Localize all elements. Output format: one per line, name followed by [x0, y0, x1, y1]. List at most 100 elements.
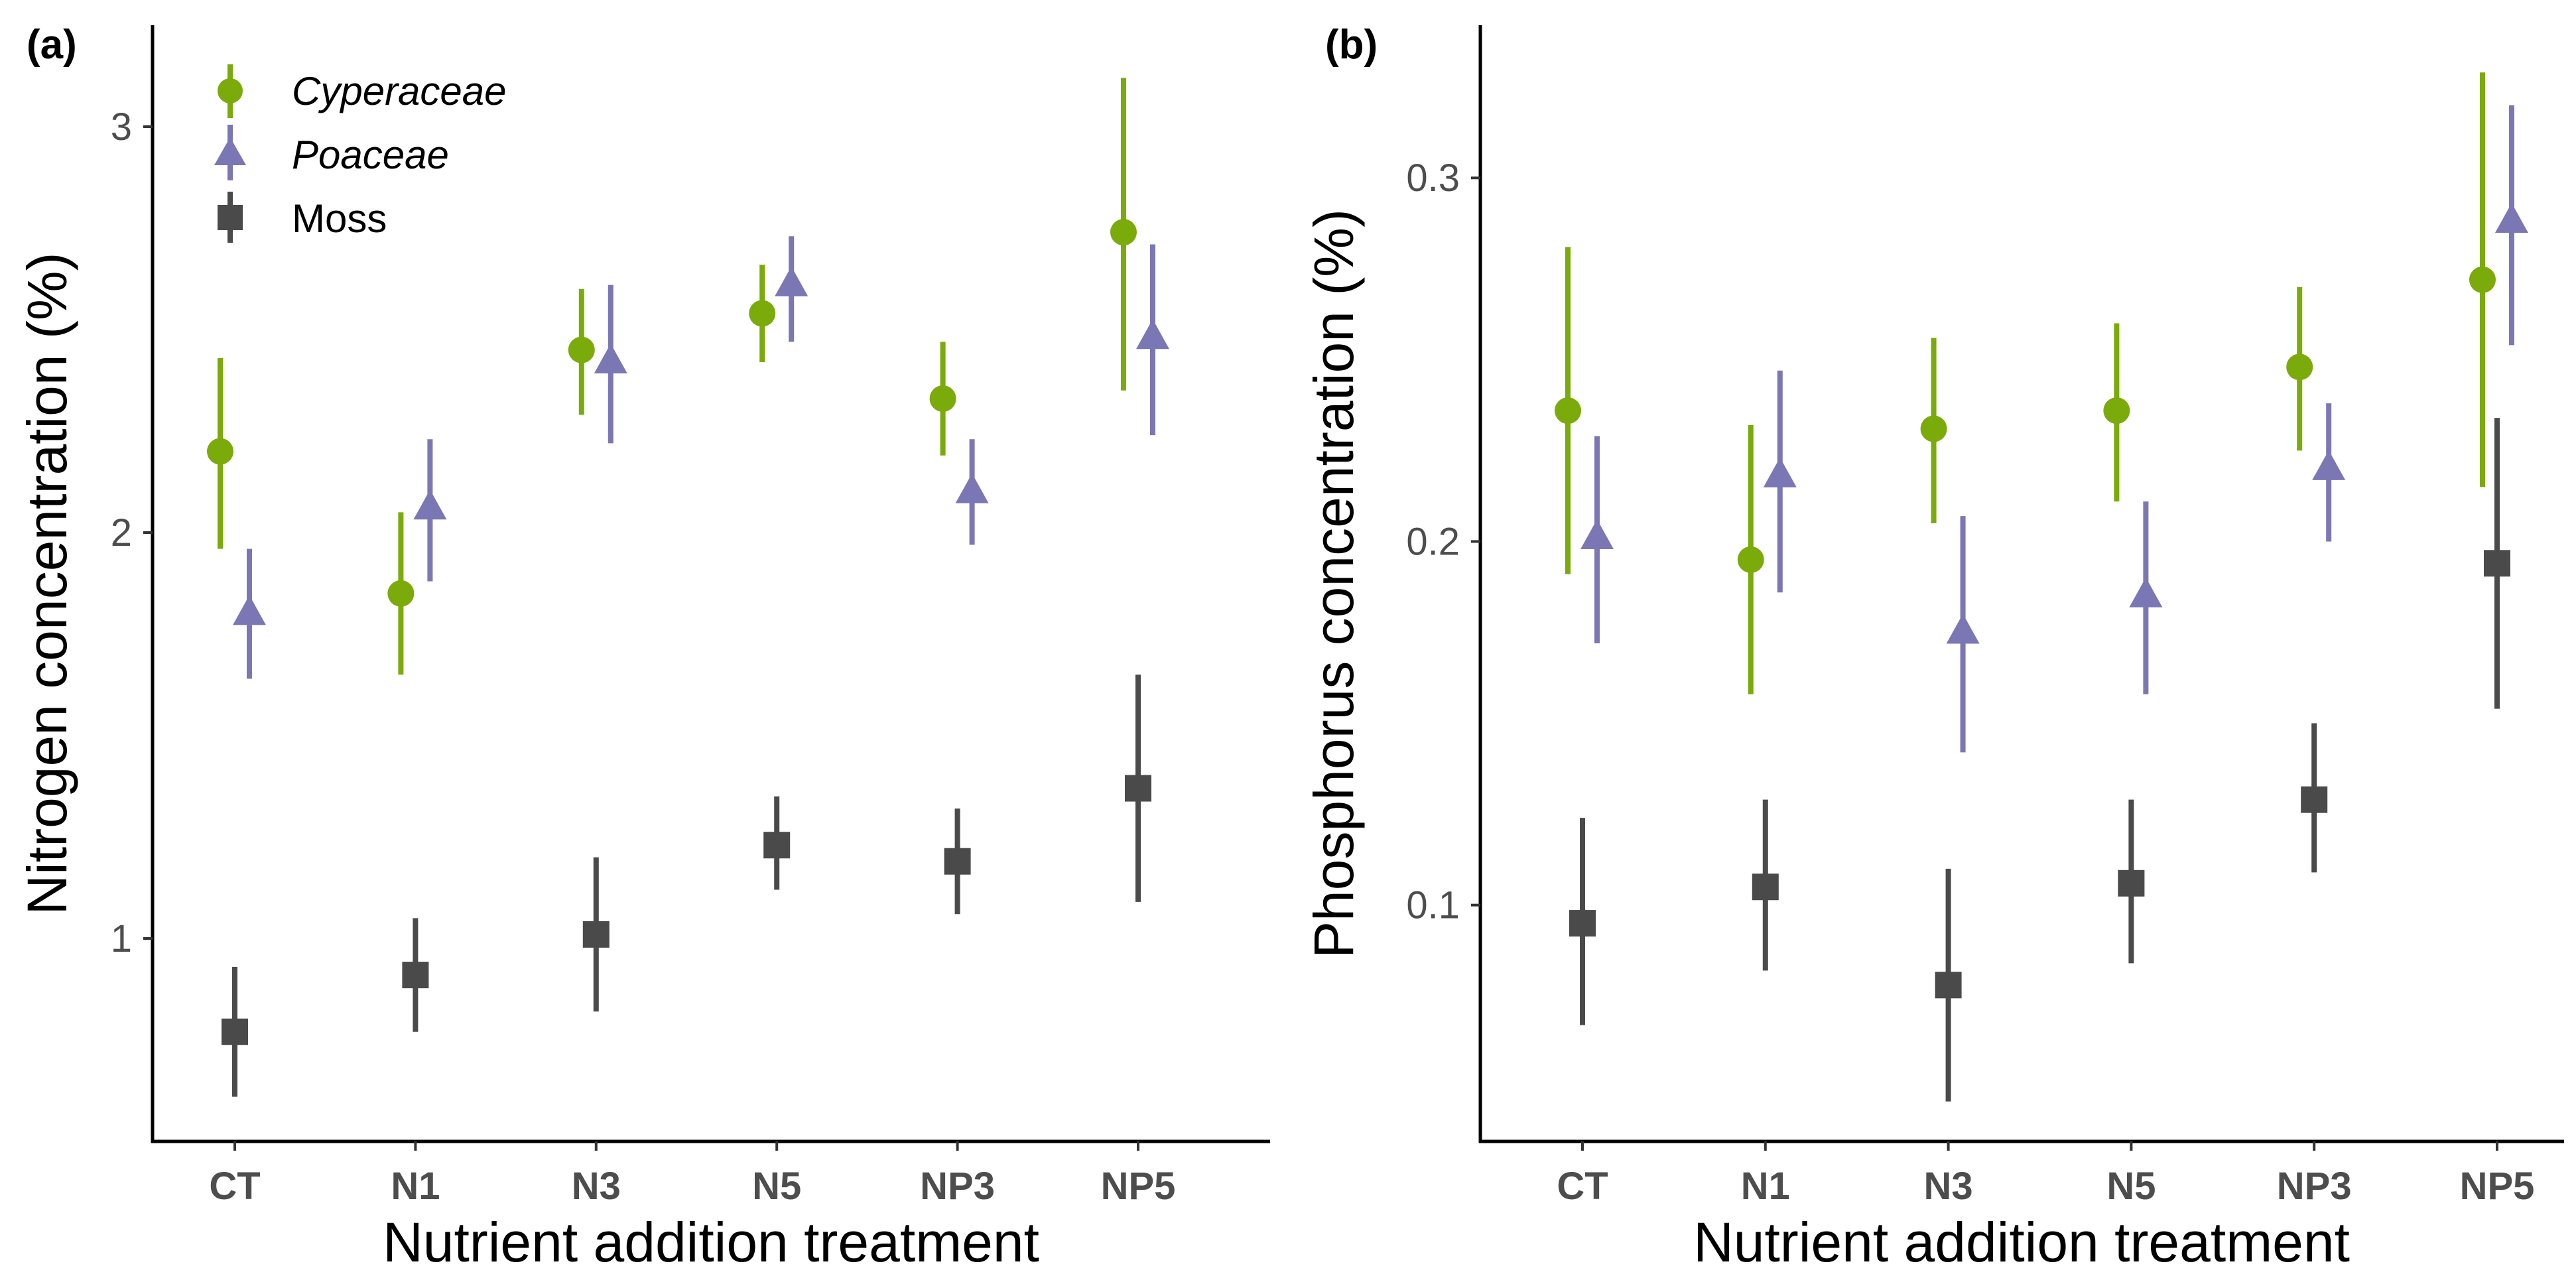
poaceae-point-np5 — [2495, 105, 2528, 346]
cyperaceae-marker — [1737, 546, 1764, 573]
cyperaceae-marker — [749, 300, 776, 327]
cyperaceae-marker — [2469, 266, 2496, 293]
y-tick-label: 0.1 — [1406, 884, 1460, 927]
series-poaceae — [233, 236, 1169, 679]
moss-point-np5 — [1125, 675, 1151, 902]
legend-moss-square — [218, 205, 243, 230]
cyperaceae-point-np5 — [2469, 72, 2496, 487]
poaceae-marker — [2312, 450, 2346, 480]
x-tick-label-np5: NP5 — [1101, 1165, 1176, 1208]
cyperaceae-point-np3 — [2286, 287, 2313, 451]
poaceae-point-n5 — [775, 236, 808, 342]
poaceae-marker — [1136, 319, 1169, 350]
panel-b-y-title: Phosphorus concentration (%) — [1303, 209, 1365, 958]
legend-poaceae-label: Poaceae — [292, 133, 449, 177]
panel-a-y-ticks: 1 2 3 — [111, 105, 153, 960]
cyperaceae-point-ct — [1555, 247, 1581, 574]
cyperaceae-marker — [207, 438, 233, 465]
poaceae-marker — [1946, 613, 1980, 644]
panel-b-label: (b) — [1325, 22, 1378, 68]
nitrogen-panel: (a) 1 2 3 CT N1 N3 N5 NP3 NP5 Nutrient addition… — [16, 22, 1270, 1273]
series-cyperaceae — [1555, 72, 2496, 694]
moss-marker — [582, 921, 610, 948]
moss-point-np5 — [2484, 418, 2510, 709]
cyperaceae-point-np5 — [1110, 78, 1137, 391]
cyperaceae-point-n3 — [1920, 338, 1947, 524]
series-poaceae — [1580, 105, 2528, 753]
cyperaceae-point-n5 — [749, 265, 776, 362]
moss-point-np3 — [2301, 723, 2328, 873]
legend-entry-moss: Moss — [218, 192, 387, 243]
x-tick-label-np3: NP3 — [2277, 1165, 2352, 1208]
moss-point-n3 — [1935, 868, 1962, 1102]
x-tick-label-n5: N5 — [752, 1165, 801, 1208]
cyperaceae-marker — [568, 336, 595, 363]
poaceae-marker — [2495, 203, 2528, 233]
cyperaceae-point-n5 — [2103, 323, 2130, 502]
poaceae-point-np3 — [2312, 403, 2346, 542]
cyperaceae-marker — [387, 580, 415, 607]
moss-marker — [1935, 972, 1962, 999]
cyperaceae-marker — [1110, 219, 1137, 246]
y-tick-label: 3 — [111, 105, 132, 149]
panel-b-x-ticks: CT N1 N3 N5 NP3 NP5 — [1557, 1141, 2534, 1208]
legend-entry-cyperaceae: Cyperaceae — [218, 64, 507, 118]
moss-point-ct — [222, 966, 248, 1097]
x-tick-label-np3: NP3 — [920, 1165, 995, 1208]
y-tick-label: 0.2 — [1406, 520, 1460, 563]
moss-marker — [1125, 775, 1151, 802]
cyperaceae-marker — [1555, 397, 1581, 424]
x-tick-label-n3: N3 — [572, 1165, 621, 1208]
moss-marker — [763, 832, 791, 859]
poaceae-point-np5 — [1136, 244, 1169, 436]
series-cyperaceae — [207, 78, 1137, 675]
legend-poaceae-triangle — [214, 137, 246, 165]
panel-a-marks — [207, 78, 1169, 1097]
moss-point-n5 — [763, 796, 791, 890]
cyperaceae-point-n1 — [1737, 425, 1764, 694]
legend-cyperaceae-circle — [218, 78, 243, 103]
poaceae-point-ct — [233, 548, 266, 679]
moss-point-n5 — [2118, 799, 2145, 964]
moss-marker — [222, 1018, 248, 1045]
panel-a-x-ticks: CT N1 N3 N5 NP3 NP5 — [209, 1141, 1175, 1208]
legend-entry-poaceae: Poaceae — [214, 125, 449, 180]
poaceae-marker — [775, 266, 808, 296]
moss-marker — [1569, 910, 1596, 937]
poaceae-marker — [1763, 457, 1797, 487]
cyperaceae-marker — [2103, 397, 2130, 424]
y-tick-label: 1 — [111, 917, 132, 960]
moss-marker — [2301, 786, 2328, 813]
x-tick-label-np5: NP5 — [2460, 1165, 2535, 1208]
series-moss — [222, 675, 1151, 1097]
poaceae-marker — [413, 489, 447, 520]
moss-point-ct — [1569, 818, 1596, 1025]
panel-a-x-title: Nutrient addition treatment — [383, 1211, 1039, 1273]
x-tick-label-n1: N1 — [391, 1165, 440, 1208]
panel-b-y-ticks: 0.1 0.2 0.3 — [1406, 157, 1480, 927]
poaceae-point-ct — [1580, 436, 1614, 643]
poaceae-marker — [594, 343, 627, 373]
x-tick-label-ct: CT — [1557, 1165, 1608, 1208]
phosphorus-panel: (b) 0.1 0.2 0.3 CT N1 N3 N5 NP3 NP5 Nutrient ad… — [1303, 22, 2564, 1273]
cyperaceae-marker — [2286, 354, 2313, 381]
cyperaceae-point-n1 — [387, 512, 415, 675]
moss-marker — [2484, 550, 2510, 577]
moss-point-n3 — [582, 857, 610, 1012]
y-tick-label: 2 — [111, 511, 132, 554]
moss-marker — [402, 962, 429, 989]
panel-a-y-title: Nitrogen concentration (%) — [16, 252, 78, 915]
cyperaceae-point-n3 — [568, 289, 595, 415]
moss-marker — [2118, 869, 2145, 897]
moss-point-np3 — [944, 808, 971, 915]
poaceae-point-n3 — [1946, 516, 1980, 753]
cyperaceae-marker — [929, 385, 956, 413]
poaceae-point-n1 — [413, 439, 447, 582]
poaceae-point-n1 — [1763, 370, 1797, 593]
cyperaceae-point-np3 — [929, 342, 956, 456]
legend-cyperaceae-label: Cyperaceae — [292, 69, 507, 113]
moss-marker — [1752, 873, 1779, 901]
poaceae-point-np3 — [955, 439, 989, 545]
